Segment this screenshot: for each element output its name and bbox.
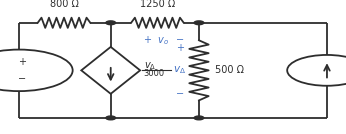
Text: 1250 Ω: 1250 Ω [140,0,175,9]
Circle shape [194,116,204,120]
Text: −: − [18,74,27,84]
Text: 500 Ω: 500 Ω [215,65,244,75]
Text: $v_\Delta$: $v_\Delta$ [144,60,156,72]
Text: $v_s$: $v_s$ [0,64,1,76]
Circle shape [106,21,116,25]
Text: +: + [18,57,27,67]
Text: 3000: 3000 [144,69,165,78]
Text: 800 Ω: 800 Ω [49,0,79,9]
Text: $v_\Delta$: $v_\Delta$ [173,64,186,76]
Circle shape [106,116,116,120]
Circle shape [194,21,204,25]
Text: +: + [176,43,184,53]
Text: −: − [176,89,184,99]
Text: $+\ \ v_o\ \ -$: $+\ \ v_o\ \ -$ [143,34,185,47]
